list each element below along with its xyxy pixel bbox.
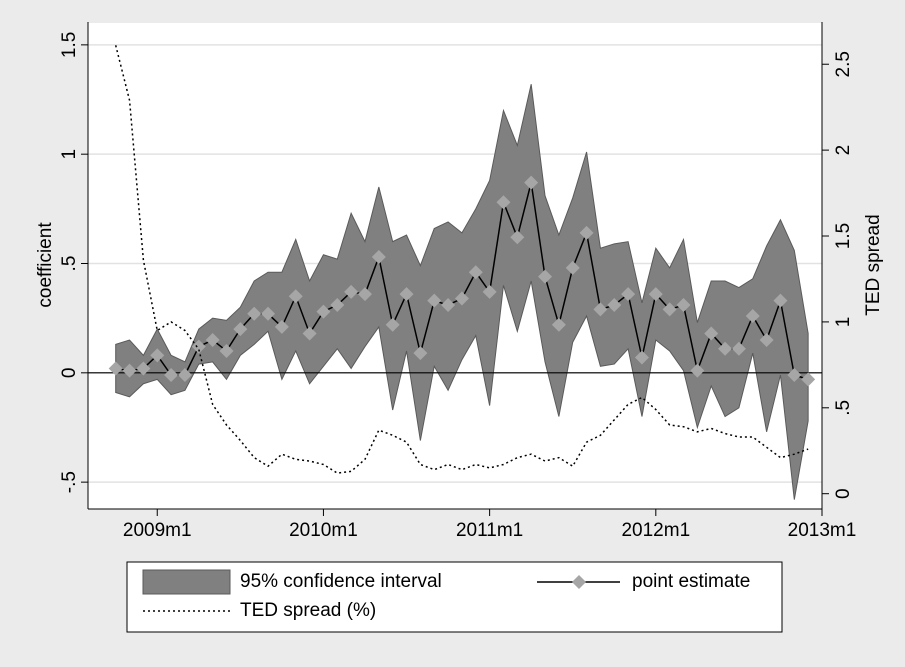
legend-label: point estimate — [632, 571, 750, 592]
estimate-marker — [731, 341, 746, 356]
x-tick-label: 2011m1 — [456, 520, 523, 541]
estimate-marker — [565, 260, 580, 275]
estimate-marker — [551, 317, 566, 332]
y-tick-label: -.5 — [59, 471, 80, 493]
estimate-marker — [191, 339, 206, 354]
y2-tick-label: .5 — [833, 400, 854, 416]
y2-tick-label: 0 — [833, 488, 854, 499]
estimate-marker — [718, 341, 733, 356]
estimate-marker — [676, 298, 691, 313]
estimate-marker — [219, 343, 234, 358]
estimate-marker — [357, 287, 372, 302]
estimate-marker — [150, 348, 165, 363]
estimate-marker — [648, 287, 663, 302]
y2-tick-label: 2 — [833, 145, 854, 156]
estimate-marker — [579, 225, 594, 240]
estimate-marker — [108, 361, 123, 376]
x-tick-label: 2010m1 — [289, 520, 358, 541]
legend-label: 95% confidence interval — [240, 571, 442, 592]
estimate-marker — [261, 306, 276, 321]
estimate-marker — [524, 175, 539, 190]
y-tick-label: 1.5 — [59, 32, 80, 58]
estimate-marker — [441, 298, 456, 313]
y-tick-label: .5 — [59, 256, 80, 272]
estimate-marker — [690, 363, 705, 378]
estimate-marker — [468, 265, 483, 280]
x-tick-label: 2009m1 — [123, 520, 192, 541]
legend-box — [126, 561, 783, 633]
estimate-marker — [274, 319, 289, 334]
estimate-marker — [413, 346, 428, 361]
ted-line — [114, 45, 809, 474]
estimate-marker — [704, 326, 719, 341]
estimate-marker — [233, 322, 248, 337]
estimate-marker — [607, 298, 622, 313]
estimate-marker — [302, 326, 317, 341]
estimate-marker — [164, 368, 179, 383]
estimate-marker — [510, 230, 525, 245]
estimate-marker — [344, 284, 359, 299]
y2-tick-label: 1.5 — [833, 223, 854, 249]
y2-tick-label: 1 — [833, 317, 854, 328]
estimate-marker — [759, 333, 774, 348]
estimate-marker — [454, 291, 469, 306]
estimate-marker — [634, 350, 649, 365]
estimate-marker — [122, 363, 137, 378]
estimate-marker — [773, 293, 788, 308]
estimate-marker — [801, 372, 816, 387]
estimate-marker — [136, 361, 151, 376]
estimate-marker — [427, 293, 442, 308]
y2-tick-label: 2.5 — [833, 51, 854, 77]
estimate-marker — [662, 302, 677, 317]
x-tick-label: 2013m1 — [788, 520, 857, 541]
estimate-marker — [496, 195, 511, 210]
estimate-marker — [316, 304, 331, 319]
legend-label: TED spread (%) — [240, 600, 376, 621]
estimate-marker — [247, 306, 262, 321]
y2-axis-title: TED spread — [863, 214, 884, 315]
estimate-marker — [745, 308, 760, 323]
estimate-marker — [593, 302, 608, 317]
y-tick-label: 1 — [59, 149, 80, 160]
legend-swatch — [142, 569, 231, 595]
estimate-marker — [482, 284, 497, 299]
estimate-marker — [371, 249, 386, 264]
estimate-marker — [538, 269, 553, 284]
estimate-marker — [330, 298, 345, 313]
estimate-marker — [177, 368, 192, 383]
estimate-marker — [205, 333, 220, 348]
estimate-marker — [621, 287, 636, 302]
estimate-marker — [385, 317, 400, 332]
estimate-marker — [399, 287, 414, 302]
y-tick-label: 0 — [59, 368, 80, 379]
legend-marker — [572, 575, 586, 589]
estimate-marker — [288, 289, 303, 304]
y-axis-title: coefficient — [35, 222, 56, 308]
x-tick-label: 2012m1 — [621, 520, 690, 541]
estimate-marker — [787, 368, 802, 383]
